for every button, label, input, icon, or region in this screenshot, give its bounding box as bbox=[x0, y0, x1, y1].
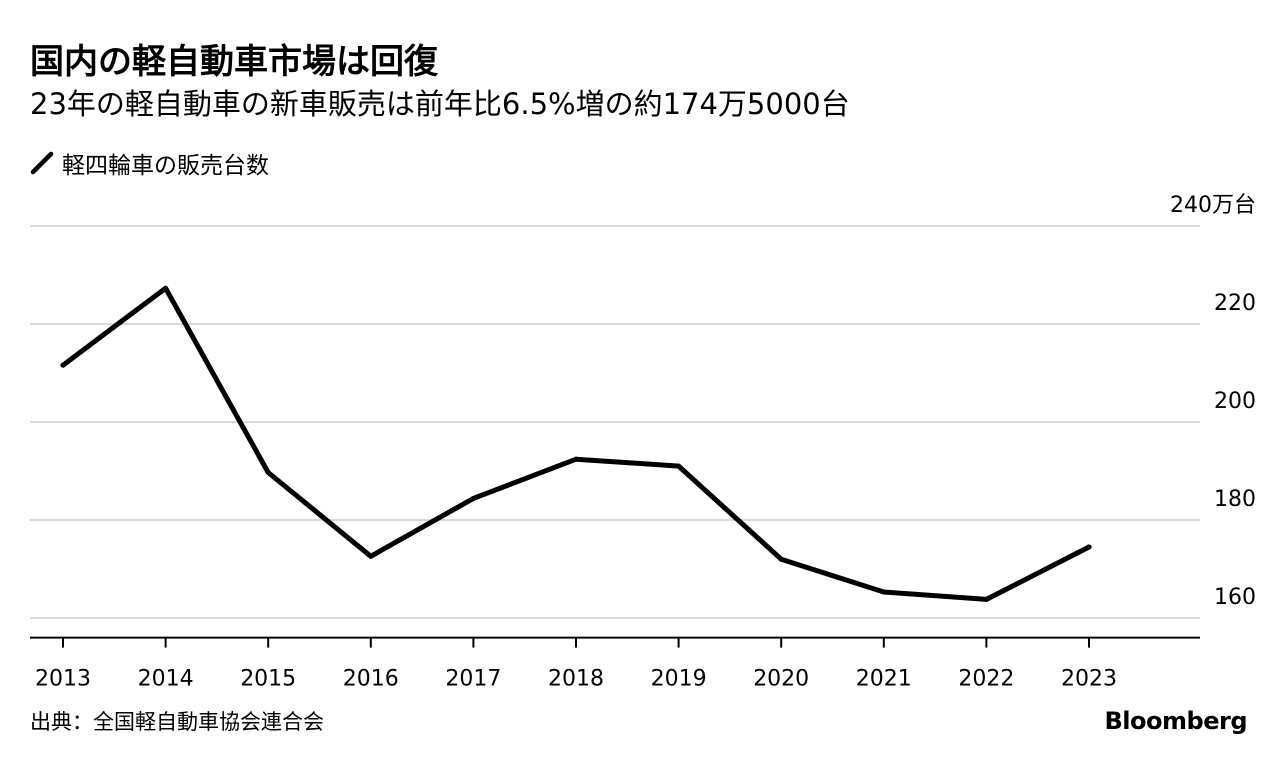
grid-layer bbox=[30, 225, 1200, 619]
x-tick-label: 2020 bbox=[753, 667, 809, 692]
y-tick-label: 180 bbox=[1214, 487, 1256, 512]
series-layer bbox=[60, 285, 1092, 602]
label-layer: 160 180 200 220 240万台 2013 2014 2015 2016 2017 201… bbox=[35, 193, 1256, 692]
data-point-2018 bbox=[573, 456, 579, 462]
chart-title: 国内の軽自動車市場は回復 bbox=[30, 42, 438, 82]
data-point-2020 bbox=[778, 556, 784, 562]
data-point-2017 bbox=[470, 495, 476, 501]
x-tick-label: 2019 bbox=[651, 667, 707, 692]
axis-layer bbox=[30, 636, 1200, 648]
x-tick-label: 2018 bbox=[548, 667, 604, 692]
diagonal-line-icon bbox=[30, 151, 54, 175]
data-point-2016 bbox=[368, 553, 374, 559]
x-tick-label: 2015 bbox=[240, 667, 296, 692]
data-point-2014 bbox=[163, 285, 169, 291]
source-note: 出典：全国軽自動車協会連合会 bbox=[30, 710, 324, 734]
x-tick-label: 2017 bbox=[445, 667, 501, 692]
y-tick-label: 200 bbox=[1214, 389, 1256, 414]
x-tick-label: 2021 bbox=[856, 667, 912, 692]
chart-subtitle: 23年の軽自動車の新車販売は前年比6.5%増の約174万5000台 bbox=[30, 87, 850, 121]
data-point-2021 bbox=[881, 589, 887, 595]
data-point-2023 bbox=[1086, 544, 1092, 550]
y-tick-label: 160 bbox=[1214, 585, 1256, 610]
series-line-0 bbox=[60, 285, 1092, 602]
y-tick-label: 220 bbox=[1214, 291, 1256, 316]
data-point-2019 bbox=[676, 463, 682, 469]
x-tick-label: 2023 bbox=[1061, 667, 1117, 692]
bloomberg-logo: Bloomberg bbox=[1104, 707, 1248, 735]
x-tick-label: 2013 bbox=[35, 667, 91, 692]
data-point-2022 bbox=[983, 596, 989, 602]
y-tick-label: 240万台 bbox=[1170, 193, 1256, 218]
data-point-2015 bbox=[265, 469, 271, 475]
legend-label: 軽四輪車の販売台数 bbox=[62, 153, 269, 179]
x-tick-label: 2022 bbox=[958, 667, 1014, 692]
x-tick-label: 2016 bbox=[343, 667, 399, 692]
legend: 軽四輪車の販売台数 bbox=[30, 146, 269, 180]
x-tick-label: 2014 bbox=[138, 667, 194, 692]
data-point-2013 bbox=[60, 362, 66, 368]
